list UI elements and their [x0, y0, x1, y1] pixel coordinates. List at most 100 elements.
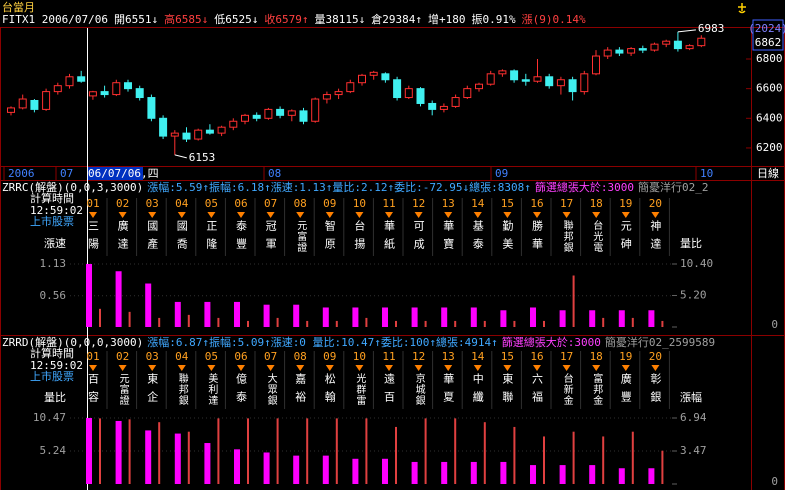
candle-body	[205, 129, 214, 134]
right-bar	[247, 418, 249, 484]
left-bar	[293, 455, 300, 484]
stock-code: 16	[530, 197, 543, 210]
right-bar	[572, 431, 575, 484]
stock-code: 06	[234, 197, 247, 210]
stock-marker	[118, 365, 127, 371]
right-bar	[572, 275, 575, 327]
candle-body	[42, 91, 51, 110]
y-tick-label: 6200	[756, 141, 783, 154]
stock-name: 遠百	[383, 373, 396, 409]
left-bar	[500, 461, 507, 484]
pin-icon[interactable]	[738, 3, 746, 14]
candle-body	[650, 43, 659, 51]
stock-code: 01	[86, 350, 99, 363]
left-bar	[204, 443, 211, 484]
candle-body	[545, 76, 554, 87]
left-tick-label: 10.47	[33, 411, 66, 424]
stock-name: 光群雷	[354, 372, 366, 406]
left-bar	[145, 430, 152, 484]
stock-name: 華紙	[383, 220, 396, 256]
stock-code: 09	[323, 197, 336, 210]
stock-code: 07	[264, 197, 277, 210]
stock-marker	[296, 212, 305, 218]
candle-body	[112, 82, 121, 96]
candle-body	[369, 71, 378, 76]
candle-body	[182, 132, 191, 140]
stock-marker	[503, 365, 512, 371]
right-bar	[247, 320, 249, 327]
side-box-value: 6862	[755, 36, 782, 49]
quote-item: 增+180	[428, 12, 466, 26]
left-bar	[441, 307, 448, 327]
stock-name: 松翰	[323, 372, 336, 409]
stock-code: 08	[294, 197, 307, 210]
right-bar	[543, 320, 545, 327]
panel-header: 簡憂洋行02_2599589	[605, 335, 715, 349]
stock-name: 智原	[323, 219, 336, 256]
low-annotation: 6153	[189, 151, 216, 164]
quote-item: 振0.91%	[471, 12, 515, 26]
stock-code: 15	[501, 197, 514, 210]
stock-marker	[177, 212, 186, 218]
stock-name: 台新金	[561, 372, 573, 406]
stock-marker	[266, 365, 275, 371]
stock-code: 02	[116, 197, 129, 210]
right-bar	[335, 320, 338, 327]
stock-name: 基泰	[471, 220, 484, 256]
stock-marker	[533, 212, 541, 218]
stock-marker	[621, 365, 630, 371]
quote-item: FITX1 2006/07/06	[2, 13, 108, 26]
left-bar	[618, 310, 625, 327]
stock-code: 01	[86, 197, 99, 210]
left-bar	[145, 283, 152, 327]
stock-name: 可成	[412, 220, 425, 256]
stock-marker	[325, 365, 334, 371]
right-axis-label: 量比	[680, 237, 702, 250]
stock-code: 05	[205, 197, 218, 210]
stock-marker	[237, 365, 245, 371]
right-axis-label: 漲幅	[680, 391, 702, 404]
stock-name: 三陽	[87, 220, 100, 256]
stock-marker	[562, 212, 571, 218]
stock-name: 聯邦銀	[176, 373, 188, 406]
candle-body	[7, 107, 15, 113]
stock-marker	[444, 365, 453, 371]
stock-marker	[414, 212, 423, 218]
stock-name: 元砷	[619, 220, 632, 256]
right-bar	[543, 436, 545, 484]
stock-marker	[385, 212, 393, 218]
right-bar	[365, 418, 368, 484]
stock-code: 20	[649, 197, 662, 210]
right-bar	[217, 418, 220, 484]
stock-marker	[444, 212, 453, 218]
candle-body	[556, 79, 565, 87]
candle-body	[568, 79, 577, 93]
stock-name: 東企	[146, 373, 159, 409]
stock-name: 富邦金	[591, 372, 603, 406]
stock-marker	[296, 365, 305, 371]
stock-name: 六福	[531, 373, 544, 409]
panel-header: ZRRD(解盤)(0,0,0,3000)	[2, 335, 143, 349]
candle-body	[510, 70, 519, 81]
y-tick-label: 6800	[756, 52, 783, 65]
stock-name: 京城銀	[413, 372, 425, 406]
candle-body	[451, 97, 460, 107]
left-bar	[589, 310, 596, 327]
y-tick-label: 6600	[756, 82, 783, 95]
left-bar	[293, 304, 300, 327]
stock-marker	[207, 365, 216, 371]
stock-code: 18	[590, 350, 603, 363]
stock-name: 國產	[146, 220, 159, 256]
stock-code: 10	[353, 197, 366, 210]
right-bar	[365, 317, 368, 327]
left-bar	[500, 310, 507, 327]
left-bar	[115, 420, 122, 484]
left-bar	[86, 264, 92, 327]
candle-body	[135, 88, 144, 99]
stock-code: 17	[560, 197, 573, 210]
candle-body	[358, 74, 366, 84]
right-bar	[306, 320, 309, 327]
candle-body	[30, 100, 39, 110]
stock-marker	[473, 365, 482, 371]
stock-marker	[414, 365, 423, 371]
